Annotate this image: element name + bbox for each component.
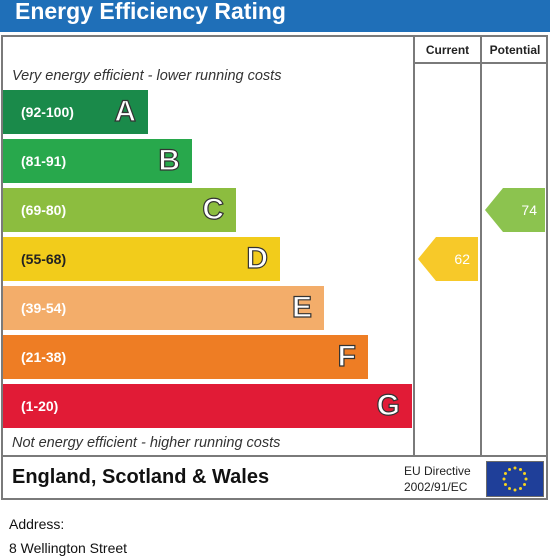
rating-frame — [1, 35, 548, 500]
band-e: (39-54) E — [3, 286, 324, 330]
band-f-range: (21-38) — [21, 349, 67, 365]
band-f: (21-38) F — [3, 335, 368, 379]
band-a-letter: A — [114, 94, 137, 128]
band-a: (92-100) A — [3, 90, 148, 134]
band-f-letter: F — [337, 339, 357, 373]
potential-column-header: Potential — [489, 43, 541, 57]
eu-flag-icon — [486, 461, 544, 497]
band-b-range: (81-91) — [21, 153, 67, 169]
band-g-letter: G — [376, 388, 401, 422]
eu-directive-line2: 2002/91/EC — [404, 480, 468, 494]
band-b: (81-91) B — [3, 139, 192, 183]
band-d: (55-68) D — [3, 237, 280, 281]
current-column-header: Current — [425, 43, 470, 57]
band-c-range: (69-80) — [21, 202, 67, 218]
page-title: Energy Efficiency Rating — [0, 0, 550, 32]
address-label: Address: — [9, 516, 65, 532]
band-e-range: (39-54) — [21, 300, 67, 316]
band-c: (69-80) C — [3, 188, 236, 232]
band-b-letter: B — [158, 143, 181, 177]
band-c-letter: C — [202, 192, 225, 226]
country-label: England, Scotland & Wales — [12, 466, 270, 488]
potential-column-divider — [480, 35, 482, 455]
current-rating-value: 62 — [454, 251, 470, 267]
footer-divider — [1, 455, 548, 457]
eu-directive-line1: EU Directive — [404, 464, 471, 478]
eu-directive-text: EU Directive 2002/91/EC — [404, 463, 471, 495]
potential-rating-value: 74 — [521, 202, 537, 218]
band-e-letter: E — [291, 290, 312, 324]
band-d-range: (55-68) — [21, 251, 67, 267]
top-caption: Very energy efficient - lower running co… — [12, 68, 282, 84]
band-d-letter: D — [246, 241, 269, 275]
band-g-range: (1-20) — [21, 398, 59, 414]
band-a-range: (92-100) — [21, 104, 74, 120]
current-column-divider — [413, 35, 415, 455]
bottom-caption: Not energy efficient - higher running co… — [12, 435, 281, 451]
address-line: 8 Wellington Street — [9, 540, 128, 556]
band-g: (1-20) G — [3, 384, 412, 428]
header-divider — [415, 62, 548, 64]
